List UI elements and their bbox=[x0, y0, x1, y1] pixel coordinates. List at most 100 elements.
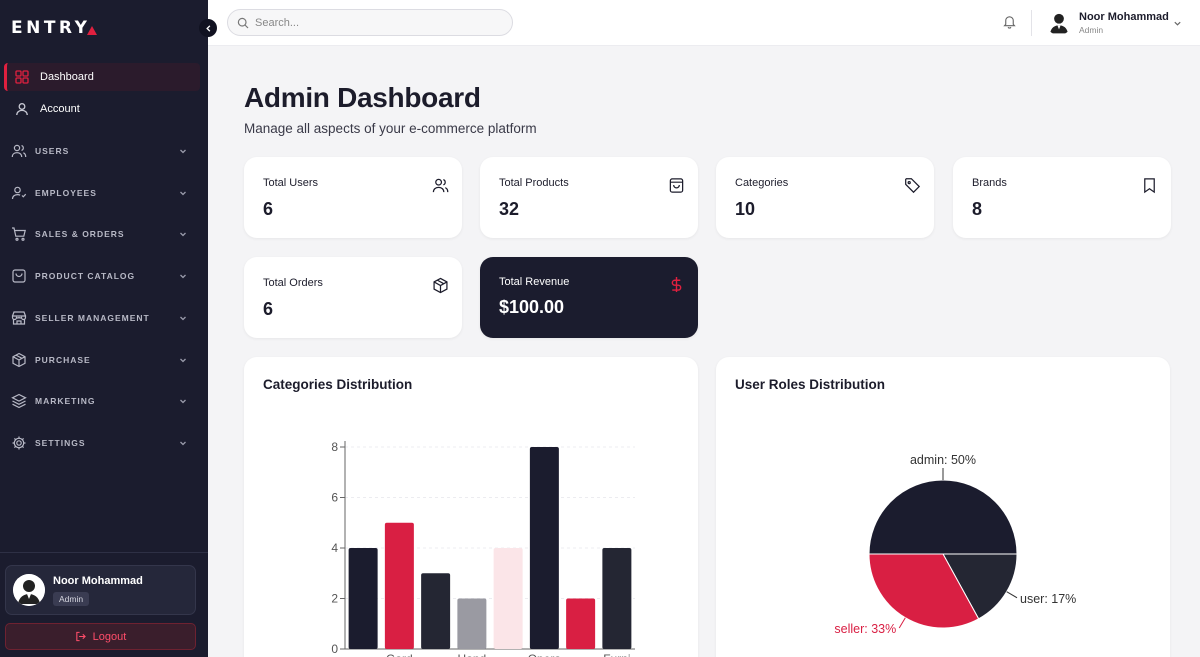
sidebar-group-settings[interactable]: SETTINGS bbox=[4, 429, 200, 457]
x-tick-label: Hand bbox=[458, 652, 487, 657]
chart-title: User Roles Distribution bbox=[735, 377, 886, 392]
store-icon bbox=[11, 310, 27, 326]
search-box[interactable] bbox=[227, 9, 513, 36]
bar bbox=[348, 548, 378, 649]
logout-label: Logout bbox=[92, 630, 127, 643]
sidebar: ENTRY Dashboard Account USERS EMPLOYEES … bbox=[0, 0, 208, 657]
bar bbox=[566, 598, 596, 649]
stat-value: 6 bbox=[263, 199, 274, 219]
x-tick-label: Opera bbox=[528, 652, 562, 657]
chevron-down-icon bbox=[178, 438, 188, 448]
chevron-down-icon bbox=[178, 188, 188, 198]
stat-label: Total Products bbox=[499, 177, 569, 189]
stat-value: 32 bbox=[499, 199, 520, 219]
avatar[interactable] bbox=[1046, 9, 1072, 35]
users-icon bbox=[11, 143, 27, 159]
stat-card-total-users[interactable]: Total Users 6 bbox=[244, 157, 462, 238]
pie-slice bbox=[868, 479, 1018, 555]
page-subtitle: Manage all aspects of your e-commerce pl… bbox=[244, 121, 537, 136]
avatar bbox=[13, 574, 45, 606]
bar bbox=[457, 598, 487, 649]
roles-pie-chart: admin: 50% user: 17% seller: 33% bbox=[834, 453, 1076, 636]
sidebar-group-label: PRODUCT CATALOG bbox=[35, 271, 136, 281]
stat-card-brands[interactable]: Brands 8 bbox=[953, 157, 1171, 238]
sidebar-group-users[interactable]: USERS bbox=[4, 137, 200, 165]
sidebar-group-seller-management[interactable]: SELLER MANAGEMENT bbox=[4, 304, 200, 332]
logout-button[interactable]: Logout bbox=[5, 623, 196, 650]
sidebar-collapse-button[interactable] bbox=[199, 19, 217, 37]
dollar-icon bbox=[668, 276, 685, 293]
stat-label: Total Orders bbox=[263, 277, 323, 289]
search-input[interactable] bbox=[255, 16, 495, 29]
bar bbox=[384, 522, 414, 649]
bar bbox=[493, 548, 523, 649]
slice-leader-line bbox=[1006, 591, 1018, 599]
categories-bar-chart: 0 2 4 6 8 Gard Hand Opera Furni bbox=[331, 440, 635, 657]
stat-card-categories[interactable]: Categories 10 bbox=[716, 157, 934, 238]
stat-card-total-orders[interactable]: Total Orders 6 bbox=[244, 257, 462, 338]
sidebar-user-card[interactable]: Noor Mohammad Admin bbox=[5, 565, 196, 615]
box-icon bbox=[432, 277, 449, 294]
topbar-user-name[interactable]: Noor Mohammad bbox=[1079, 11, 1169, 23]
chevron-down-icon[interactable] bbox=[1173, 19, 1182, 28]
cart-icon bbox=[11, 226, 27, 242]
bar bbox=[529, 447, 559, 649]
topbar-divider bbox=[1031, 10, 1032, 36]
stat-value: 6 bbox=[263, 299, 274, 319]
topbar-user-role: Admin bbox=[1079, 25, 1104, 35]
stat-label: Total Users bbox=[263, 177, 319, 189]
y-tick-label: 4 bbox=[331, 541, 338, 555]
sidebar-group-employees[interactable]: EMPLOYEES bbox=[4, 179, 200, 207]
y-tick-label: 0 bbox=[331, 642, 338, 656]
slice-leader-line bbox=[898, 617, 906, 629]
sidebar-item-account[interactable]: Account bbox=[4, 95, 200, 123]
sidebar-group-marketing[interactable]: MARKETING bbox=[4, 387, 200, 415]
x-tick-label: Furni bbox=[603, 652, 630, 657]
chevron-down-icon bbox=[178, 271, 188, 281]
y-tick-label: 8 bbox=[331, 440, 338, 454]
sidebar-user-role-badge: Admin bbox=[53, 592, 90, 606]
x-tick-label: Gard bbox=[386, 652, 413, 657]
chevron-left-icon bbox=[205, 24, 210, 32]
topbar: Noor Mohammad Admin bbox=[208, 0, 1200, 46]
notification-bell-icon[interactable] bbox=[1002, 14, 1017, 29]
slice-label: user: 17% bbox=[1020, 592, 1076, 606]
chevron-down-icon bbox=[178, 313, 188, 323]
chevron-down-icon bbox=[178, 146, 188, 156]
logo-triangle-icon bbox=[87, 25, 98, 35]
gear-icon bbox=[11, 435, 27, 451]
sidebar-divider bbox=[0, 552, 208, 553]
tag-icon bbox=[904, 177, 921, 194]
sidebar-group-label: USERS bbox=[35, 146, 70, 156]
users-icon bbox=[432, 177, 449, 194]
stat-label: Categories bbox=[735, 177, 789, 189]
sidebar-group-product-catalog[interactable]: PRODUCT CATALOG bbox=[4, 262, 200, 290]
package-icon bbox=[11, 352, 27, 368]
sidebar-group-purchase[interactable]: PURCHASE bbox=[4, 346, 200, 374]
logout-icon bbox=[75, 631, 86, 642]
sidebar-group-sales-orders[interactable]: SALES & ORDERS bbox=[4, 220, 200, 248]
brand-logo[interactable]: ENTRY bbox=[11, 18, 98, 38]
shopping-bag-icon bbox=[668, 177, 685, 194]
slice-label: admin: 50% bbox=[910, 453, 976, 467]
logo-text: ENTRY bbox=[11, 18, 91, 38]
stat-card-total-products[interactable]: Total Products 32 bbox=[480, 157, 698, 238]
sidebar-group-label: PURCHASE bbox=[35, 355, 91, 365]
sidebar-group-label: MARKETING bbox=[35, 396, 96, 406]
stat-value: 8 bbox=[972, 199, 983, 219]
chart-title: Categories Distribution bbox=[263, 377, 413, 392]
sidebar-group-label: SALES & ORDERS bbox=[35, 229, 125, 239]
chevron-down-icon bbox=[178, 355, 188, 365]
chevron-down-icon bbox=[178, 396, 188, 406]
categories-chart-card: Categories Distribution 0 2 4 6 8 Gard Hand Ope… bbox=[244, 357, 698, 657]
stat-value: 10 bbox=[735, 199, 756, 219]
search-icon bbox=[237, 17, 249, 28]
employee-icon bbox=[11, 185, 27, 201]
sidebar-item-dashboard[interactable]: Dashboard bbox=[4, 63, 200, 91]
sidebar-item-label: Dashboard bbox=[40, 71, 94, 83]
stat-card-total-revenue[interactable]: Total Revenue $100.00 bbox=[480, 257, 698, 338]
sidebar-item-label: Account bbox=[40, 103, 80, 115]
layers-icon bbox=[11, 393, 27, 409]
sidebar-group-label: SELLER MANAGEMENT bbox=[35, 313, 150, 323]
y-tick-label: 2 bbox=[331, 592, 338, 606]
